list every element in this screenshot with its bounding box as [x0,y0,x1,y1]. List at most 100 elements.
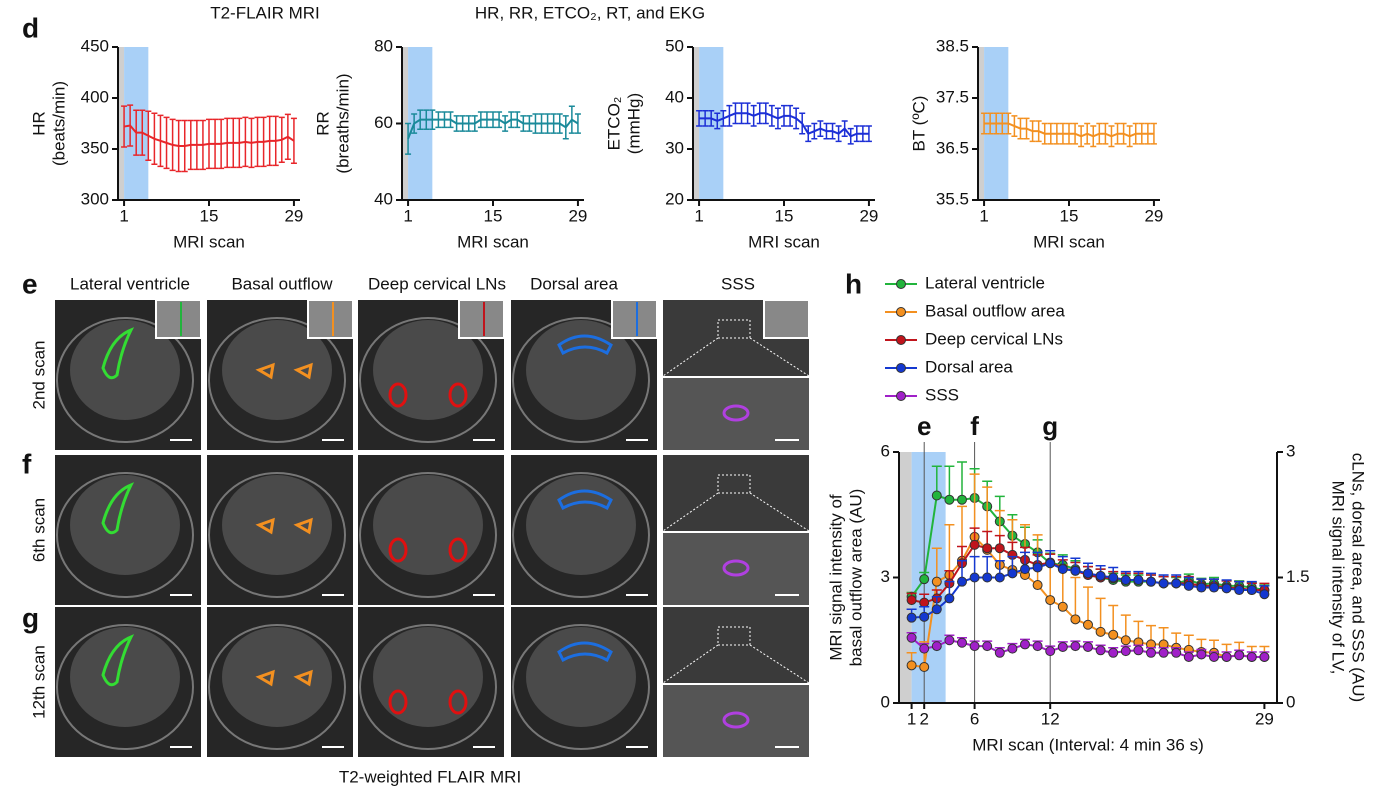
skull [359,624,497,750]
x-tick-label: 1 [979,206,988,225]
y-tick-label: 50 [665,36,684,55]
series-line [407,118,579,140]
row-label: 6th scan [29,498,48,562]
y-tick-label: 37.5 [936,87,969,106]
y-tick-label: 40 [374,189,393,208]
brain [373,627,483,727]
y-tick-label: 6 [881,441,890,460]
panel-label: d [22,12,39,43]
y-axis-label: BT (ºC) [909,96,928,152]
roi [448,537,468,563]
point [931,576,942,587]
x-tick-label: 29 [284,206,303,225]
roi [448,382,468,408]
series-line [699,112,869,138]
skull [56,624,194,750]
point [906,595,917,606]
point [1020,639,1030,650]
point [1246,585,1257,596]
point [1070,614,1081,625]
point [1158,578,1169,589]
roi [101,482,135,535]
y2-axis-label: MRI signal intensity of LV, [1329,481,1348,675]
legend-label: SSS [925,385,959,404]
x-axis-label: MRI scan (Interval: 4 min 36 s) [972,735,1203,754]
point [919,643,930,654]
header-left: T2-FLAIR MRI [210,3,320,22]
roi [255,669,275,687]
x-axis-label: MRI scan [457,232,529,251]
point [1196,582,1207,593]
skull [208,624,346,750]
y2-tick-label: 3 [1286,441,1295,460]
image-caption: T2-weighted FLAIR MRI [339,767,521,786]
skull [359,472,497,598]
skull [56,317,194,443]
x-tick-label: 1 [403,206,412,225]
point [919,662,930,673]
point [1120,575,1131,586]
shade-gray [118,47,125,200]
annotation-label: f [970,411,979,441]
point [1057,601,1068,612]
inset [763,299,810,339]
panel-label: g [22,602,39,633]
brain [373,475,483,575]
point [1032,580,1043,591]
point [1133,645,1144,656]
error-bar [931,547,942,582]
point [1234,585,1245,596]
y-axis-label: (mmHg) [624,93,643,154]
zoom-image [663,378,809,450]
y-axis-label: ETCO₂ [604,97,623,151]
roi [293,517,313,535]
point [1057,564,1068,575]
y-tick-label: 350 [81,138,109,157]
roi [101,634,135,687]
roi [722,559,750,577]
point [1007,643,1018,654]
column-header: Dorsal area [530,274,618,293]
point [1234,650,1245,661]
point [919,597,930,608]
point [1209,651,1219,662]
point [906,660,917,671]
point [1070,565,1081,576]
roi [557,641,613,663]
series-line [984,122,1154,138]
point [1221,583,1232,594]
point [957,637,967,648]
x-tick-label: 6 [970,709,979,728]
point [1083,641,1093,652]
point [1045,595,1056,606]
x-axis-label: MRI scan [748,232,820,251]
y-axis-label: MRI signal intensity of [826,494,845,661]
legend-marker [896,307,906,317]
zoom-lines [662,492,810,532]
panel-label: h [845,268,862,299]
x-axis-label: MRI scan [1033,232,1105,251]
point [1108,629,1119,640]
skull [56,472,194,598]
point [1020,564,1030,575]
y-tick-label: 40 [665,87,684,106]
point [1007,568,1018,579]
legend-label: Basal outflow area [925,301,1065,320]
roi [448,689,468,715]
skull [512,472,650,598]
y-tick-label: 3 [881,567,890,586]
zoom-box [717,474,751,494]
roi [388,689,408,715]
legend-label: Dorsal area [925,357,1013,376]
y-tick-label: 400 [81,87,109,106]
point [1108,572,1119,583]
point [1083,619,1093,630]
shade-gray [402,47,409,200]
x-tick-label: 29 [568,206,587,225]
y-tick-label: 0 [881,692,890,711]
annotation-label: e [917,411,931,441]
row-label: 2nd scan [29,341,48,410]
point [982,641,993,652]
legend-label: Deep cervical LNs [925,329,1063,348]
